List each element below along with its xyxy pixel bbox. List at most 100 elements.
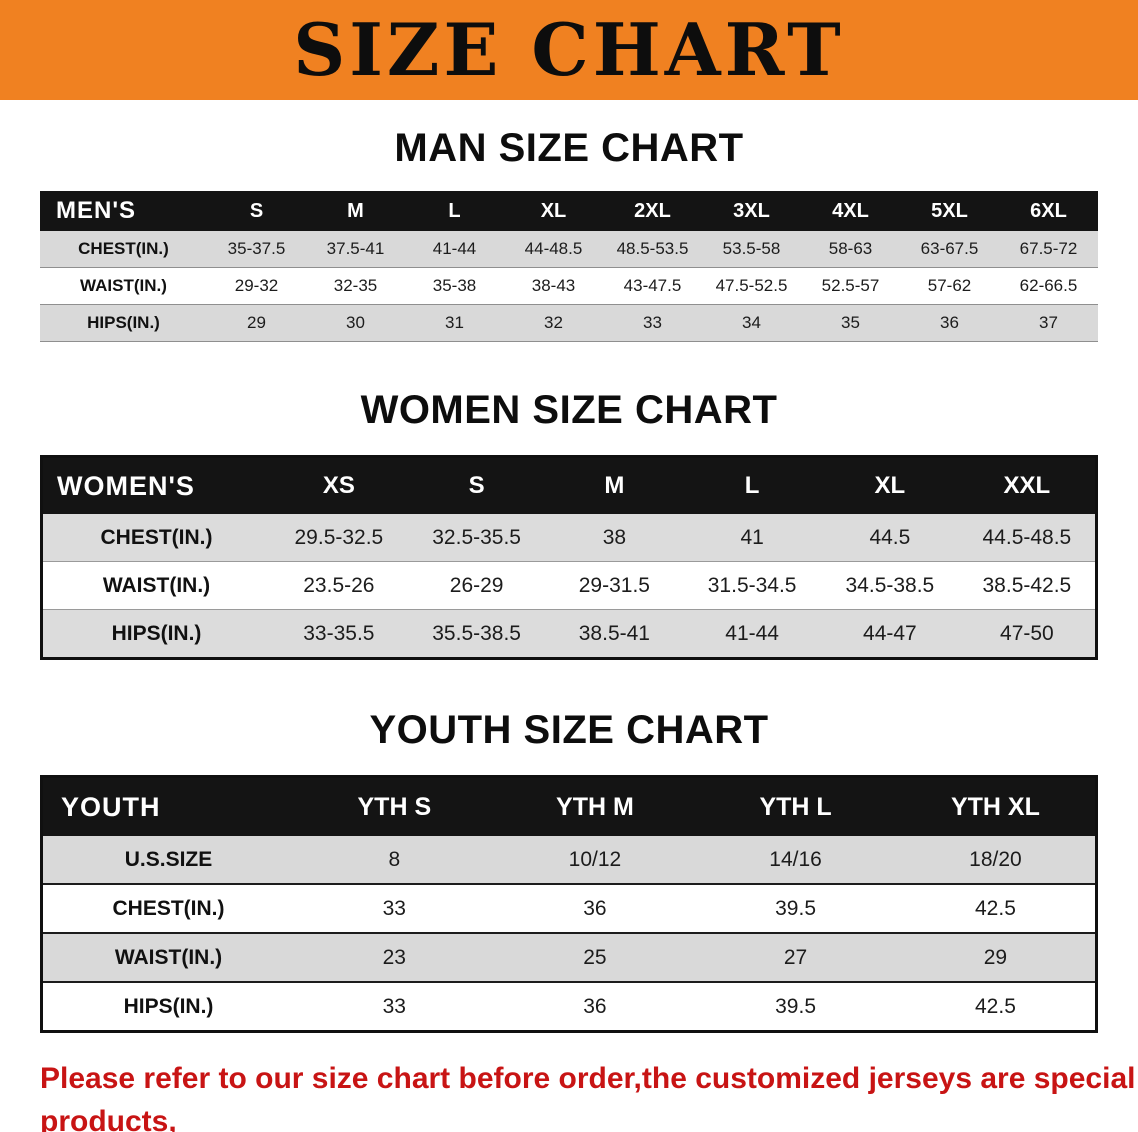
size-column-header: YTH L xyxy=(695,776,896,836)
measurement-row: WAIST(IN.) 23 25 27 29 xyxy=(41,933,1097,983)
value-cell: 37 xyxy=(999,304,1098,342)
measurement-row: WAIST(IN.) 23.5-26 26-29 29-31.5 31.5-34.5 34… xyxy=(41,561,1097,610)
size-column-header: YTH XL xyxy=(895,776,1097,836)
row-label-cell: HIPS(IN.) xyxy=(40,304,207,342)
banner: SIZE CHART xyxy=(0,0,1138,100)
value-cell: 35-37.5 xyxy=(207,231,306,268)
size-column-header: S xyxy=(207,191,306,231)
header-row: YOUTH YTH S YTH M YTH L YTH XL xyxy=(41,776,1097,836)
value-cell: 41 xyxy=(683,514,821,562)
measurement-row: CHEST(IN.) 35-37.5 37.5-41 41-44 44-48.5 48.5… xyxy=(40,231,1098,268)
women-size-table: WOMEN'S XS S M L XL XXL CHEST(IN.) 29.5-32.5 32.5… xyxy=(40,455,1098,660)
value-cell: 23 xyxy=(294,933,495,983)
value-cell: 63-67.5 xyxy=(900,231,999,268)
measurement-row: HIPS(IN.) 29 30 31 32 33 34 35 36 37 xyxy=(40,304,1098,342)
size-column-header: 5XL xyxy=(900,191,999,231)
value-cell: 26-29 xyxy=(407,561,546,610)
row-label-cell: WAIST(IN.) xyxy=(41,933,294,983)
row-label-cell: HIPS(IN.) xyxy=(41,609,270,659)
value-cell: 36 xyxy=(900,304,999,342)
row-label-cell: CHEST(IN.) xyxy=(41,884,294,934)
table-title-cell: YOUTH xyxy=(41,776,294,836)
value-cell: 31.5-34.5 xyxy=(683,561,821,610)
value-cell: 44-47 xyxy=(821,609,959,659)
row-label-cell: HIPS(IN.) xyxy=(41,982,294,1033)
value-cell: 34.5-38.5 xyxy=(821,561,959,610)
measurement-row: CHEST(IN.) 29.5-32.5 32.5-35.5 38 41 44.5 44.5… xyxy=(41,514,1097,562)
youth-section-heading: YOUTH SIZE CHART xyxy=(369,708,769,752)
value-cell: 29 xyxy=(207,304,306,342)
row-label-cell: CHEST(IN.) xyxy=(41,514,270,562)
size-column-header: S xyxy=(407,456,546,514)
size-column-header: YTH S xyxy=(294,776,495,836)
size-column-header: L xyxy=(405,191,504,231)
value-cell: 38.5-42.5 xyxy=(958,561,1097,610)
value-cell: 36 xyxy=(494,982,696,1033)
value-cell: 57-62 xyxy=(900,267,999,305)
youth-size-table: YOUTH YTH S YTH M YTH L YTH XL U.S.SIZE 8 10/12… xyxy=(40,775,1098,1033)
value-cell: 33 xyxy=(603,304,702,342)
man-size-section: MAN SIZE CHART MEN'S S M L XL 2XL 3XL 4XL 5XL 6XL… xyxy=(0,100,1138,342)
value-cell: 32 xyxy=(504,304,603,342)
value-cell: 31 xyxy=(405,304,504,342)
value-cell: 48.5-53.5 xyxy=(603,231,702,268)
value-cell: 18/20 xyxy=(895,836,1097,885)
row-label-cell: WAIST(IN.) xyxy=(41,561,270,610)
row-label-cell: WAIST(IN.) xyxy=(40,267,207,305)
value-cell: 34 xyxy=(702,304,801,342)
value-cell: 47-50 xyxy=(958,609,1097,659)
value-cell: 37.5-41 xyxy=(306,231,405,268)
row-label-cell: CHEST(IN.) xyxy=(40,231,207,268)
measurement-row: HIPS(IN.) 33 36 39.5 42.5 xyxy=(41,982,1097,1033)
header-row: WOMEN'S XS S M L XL XXL xyxy=(41,456,1097,514)
measurement-row: U.S.SIZE 8 10/12 14/16 18/20 xyxy=(41,836,1097,885)
value-cell: 47.5-52.5 xyxy=(702,267,801,305)
value-cell: 42.5 xyxy=(895,884,1097,934)
value-cell: 44-48.5 xyxy=(504,231,603,268)
value-cell: 38-43 xyxy=(504,267,603,305)
size-column-header: L xyxy=(683,456,821,514)
value-cell: 38 xyxy=(545,514,684,562)
value-cell: 58-63 xyxy=(801,231,900,268)
value-cell: 32.5-35.5 xyxy=(407,514,546,562)
value-cell: 30 xyxy=(306,304,405,342)
value-cell: 29-31.5 xyxy=(545,561,684,610)
value-cell: 43-47.5 xyxy=(603,267,702,305)
value-cell: 33-35.5 xyxy=(270,609,408,659)
value-cell: 39.5 xyxy=(695,884,896,934)
value-cell: 8 xyxy=(294,836,495,885)
header-row: MEN'S S M L XL 2XL 3XL 4XL 5XL 6XL xyxy=(40,191,1098,231)
value-cell: 29.5-32.5 xyxy=(270,514,408,562)
youth-size-section: YOUTH SIZE CHART YOUTH YTH S YTH M YTH L YTH… xyxy=(0,660,1138,1033)
banner-title: SIZE CHART xyxy=(293,7,845,92)
size-column-header: XXL xyxy=(958,456,1097,514)
value-cell: 36 xyxy=(494,884,696,934)
value-cell: 35.5-38.5 xyxy=(407,609,546,659)
size-column-header: XL xyxy=(821,456,959,514)
size-column-header: 4XL xyxy=(801,191,900,231)
disclaimer-line-1: Please refer to our size chart before or… xyxy=(40,1062,1136,1132)
value-cell: 41-44 xyxy=(405,231,504,268)
size-column-header: YTH M xyxy=(494,776,696,836)
value-cell: 42.5 xyxy=(895,982,1097,1033)
size-column-header: 2XL xyxy=(603,191,702,231)
measurement-row: WAIST(IN.) 29-32 32-35 35-38 38-43 43-47.5 47.… xyxy=(40,267,1098,305)
value-cell: 39.5 xyxy=(695,982,896,1033)
women-section-heading: WOMEN SIZE CHART xyxy=(360,388,778,432)
value-cell: 62-66.5 xyxy=(999,267,1098,305)
size-column-header: 3XL xyxy=(702,191,801,231)
measurement-row: CHEST(IN.) 33 36 39.5 42.5 xyxy=(41,884,1097,934)
value-cell: 29 xyxy=(895,933,1097,983)
value-cell: 35 xyxy=(801,304,900,342)
size-column-header: 6XL xyxy=(999,191,1098,231)
table-title-cell: MEN'S xyxy=(40,191,207,231)
value-cell: 29-32 xyxy=(207,267,306,305)
value-cell: 52.5-57 xyxy=(801,267,900,305)
value-cell: 14/16 xyxy=(695,836,896,885)
size-column-header: M xyxy=(306,191,405,231)
value-cell: 27 xyxy=(695,933,896,983)
value-cell: 32-35 xyxy=(306,267,405,305)
size-column-header: XS xyxy=(270,456,408,514)
size-column-header: M xyxy=(545,456,684,514)
